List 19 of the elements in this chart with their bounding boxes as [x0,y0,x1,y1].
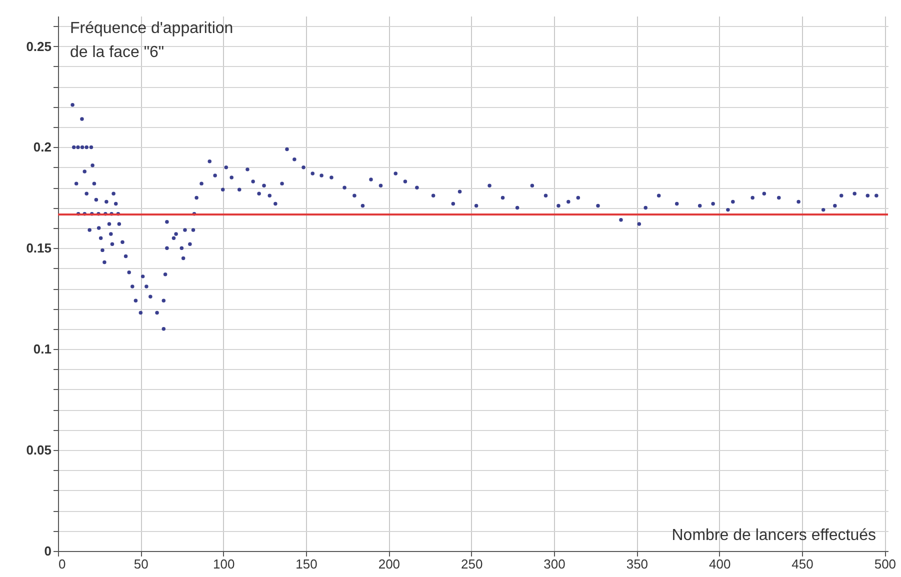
y-tick-label: 0.05 [26,442,52,458]
y-tick-label: 0.1 [33,342,52,357]
y-tick-label: 0.15 [26,240,52,256]
y-axis-title: Fréquence d'apparition de la face "6" [70,20,234,61]
x-tick-label: 450 [792,556,814,572]
y-tick-label: 0.25 [26,38,52,54]
x-tick-label: 350 [626,556,648,572]
x-tick-label: 500 [874,556,896,572]
x-tick-label: 250 [460,556,483,572]
x-tick-label: 300 [544,556,566,572]
x-tick-label: 400 [709,556,731,572]
x-axis-title: Nombre de lancers effectués [672,527,876,544]
y-tick-label: 0.2 [33,140,52,155]
x-tick-label: 100 [212,556,235,572]
x-tick-label: 200 [378,556,400,572]
y-tick-label: 0 [44,544,52,558]
x-tick-label: 0 [58,556,66,572]
x-tick-label: 50 [134,556,148,572]
x-tick-label: 150 [296,556,318,572]
